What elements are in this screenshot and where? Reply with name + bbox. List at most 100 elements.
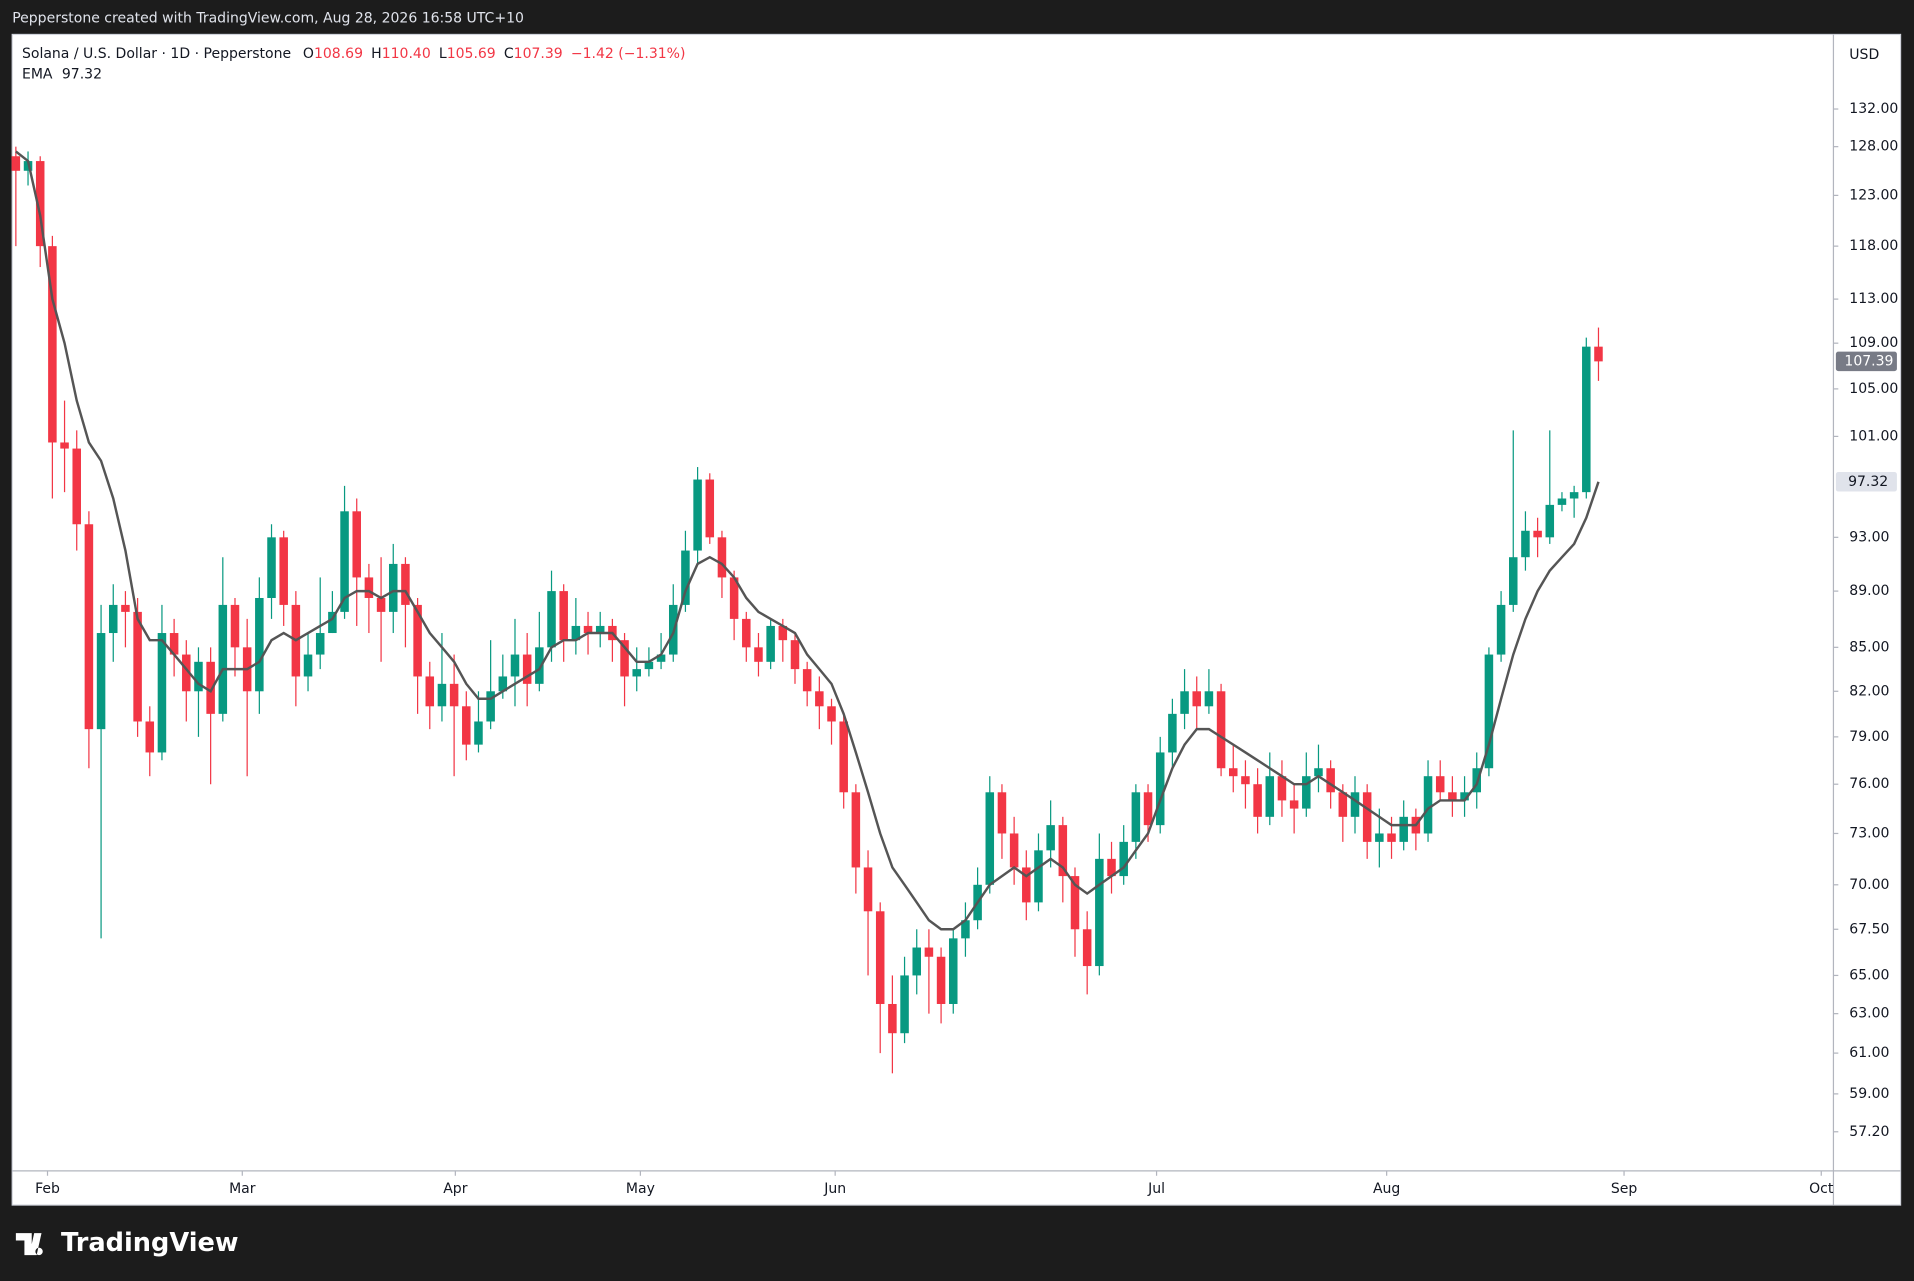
last-price-badge (1835, 351, 1897, 372)
candle-body (656, 654, 666, 662)
y-tick-label: 70.00 (1849, 877, 1889, 893)
x-tick-label: Mar (229, 1181, 256, 1197)
currency-label: USD (1849, 47, 1879, 63)
candle-body (157, 633, 167, 753)
y-tick-label: 105.00 (1849, 381, 1898, 397)
candle-body (1216, 691, 1226, 769)
candle-body (888, 1003, 897, 1034)
y-tick-label: 123.00 (1849, 187, 1898, 203)
candle-body (1265, 776, 1275, 817)
candle-body (328, 611, 337, 634)
candle-body (145, 721, 155, 753)
candle-body (303, 654, 313, 677)
candle-body (169, 633, 179, 655)
ema-price-label: 97.32 (1848, 474, 1888, 490)
candle-body (352, 511, 361, 578)
candle-body (802, 669, 812, 692)
candle-body (1131, 792, 1141, 842)
candle-body (632, 669, 641, 677)
candle-body (96, 633, 106, 730)
candle-body (401, 563, 410, 605)
candle-body (742, 618, 751, 648)
candle-body (1594, 346, 1603, 362)
candle-body (279, 537, 288, 605)
y-tick-label: 59.00 (1849, 1086, 1889, 1102)
plot-area (11, 146, 1603, 1074)
candle-body (60, 442, 69, 449)
candle-body (1168, 713, 1177, 753)
candle-body (681, 550, 690, 605)
ema-name: EMA (22, 67, 53, 83)
y-tick-label: 73.00 (1849, 825, 1889, 841)
y-tick-label: 85.00 (1849, 639, 1889, 655)
candle-body (754, 647, 763, 662)
candle-body (1228, 768, 1238, 777)
ohlc-value: 105.69 (447, 46, 496, 62)
brand-logo: TradingView (15, 1228, 239, 1258)
candle-body (1375, 833, 1384, 842)
x-tick-label: Aug (1373, 1181, 1400, 1197)
y-tick-label: 113.00 (1849, 291, 1898, 307)
candle-body (1582, 346, 1591, 493)
candle-body (1362, 792, 1372, 842)
x-tick-label: Apr (443, 1181, 467, 1197)
candle-body (766, 625, 775, 662)
axes: 57.20 59.00 61.00 63.00 65.00 67.50 70.00 73.00… (35, 101, 1898, 1197)
ohlc-value: 107.39 (514, 46, 563, 62)
y-tick-label: 118.00 (1849, 238, 1898, 254)
candle-body (1107, 858, 1116, 877)
candle-body (1277, 776, 1287, 801)
candle-body (1143, 792, 1153, 826)
candle-body (1326, 768, 1335, 793)
x-tick-label: Jun (823, 1181, 846, 1197)
chart-frame (11, 33, 1902, 1206)
ohlc-label: C (504, 46, 514, 62)
candle-body (1070, 876, 1080, 930)
candle-body (912, 947, 921, 976)
candle-body (815, 691, 824, 707)
candle-body (72, 448, 81, 525)
candle-body (1180, 691, 1189, 714)
candle-body (985, 792, 995, 885)
candle-body (182, 654, 191, 692)
candle-body (206, 661, 215, 714)
candle-body (961, 920, 970, 939)
candle-body (474, 721, 483, 745)
candle-body (827, 706, 836, 722)
candle-body (717, 537, 727, 578)
candle-body (340, 511, 349, 612)
ohlc-value: 110.40 (382, 46, 431, 62)
candle-body (936, 956, 946, 1004)
candle-body (48, 246, 57, 443)
y-tick-label: 79.00 (1849, 729, 1889, 745)
candle-body (1496, 604, 1506, 655)
candle-body (35, 161, 45, 247)
candle-body (1192, 691, 1201, 707)
top-bar-text: Pepperstone created with TradingView.com… (12, 11, 524, 27)
candle-body (255, 597, 264, 692)
candle-body (1095, 858, 1104, 967)
y-tick-label: 82.00 (1849, 683, 1889, 699)
candle-body (1460, 792, 1469, 801)
ema-line (15, 150, 1600, 931)
candle-body (1022, 867, 1031, 903)
chart-legend: Solana / U.S. Dollar · 1D · Pepperstone … (22, 46, 685, 62)
candle-body (121, 604, 130, 612)
candle-body (644, 661, 654, 670)
candle-body (462, 706, 471, 745)
candle-body (900, 975, 909, 1034)
ema-price-badge (1835, 472, 1897, 492)
candle-body (194, 661, 203, 692)
ema-value: 97.32 (62, 67, 102, 83)
candle-body (729, 577, 739, 619)
y-tick-label: 93.00 (1849, 529, 1889, 545)
candle-body (1533, 530, 1542, 538)
candle-body (1058, 825, 1068, 877)
candle-body (1557, 498, 1567, 505)
candle-body (315, 633, 325, 655)
candle-body (1034, 850, 1043, 903)
y-tick-label: 89.00 (1849, 583, 1889, 599)
candle-body (108, 604, 118, 634)
candle-body (1046, 825, 1055, 851)
